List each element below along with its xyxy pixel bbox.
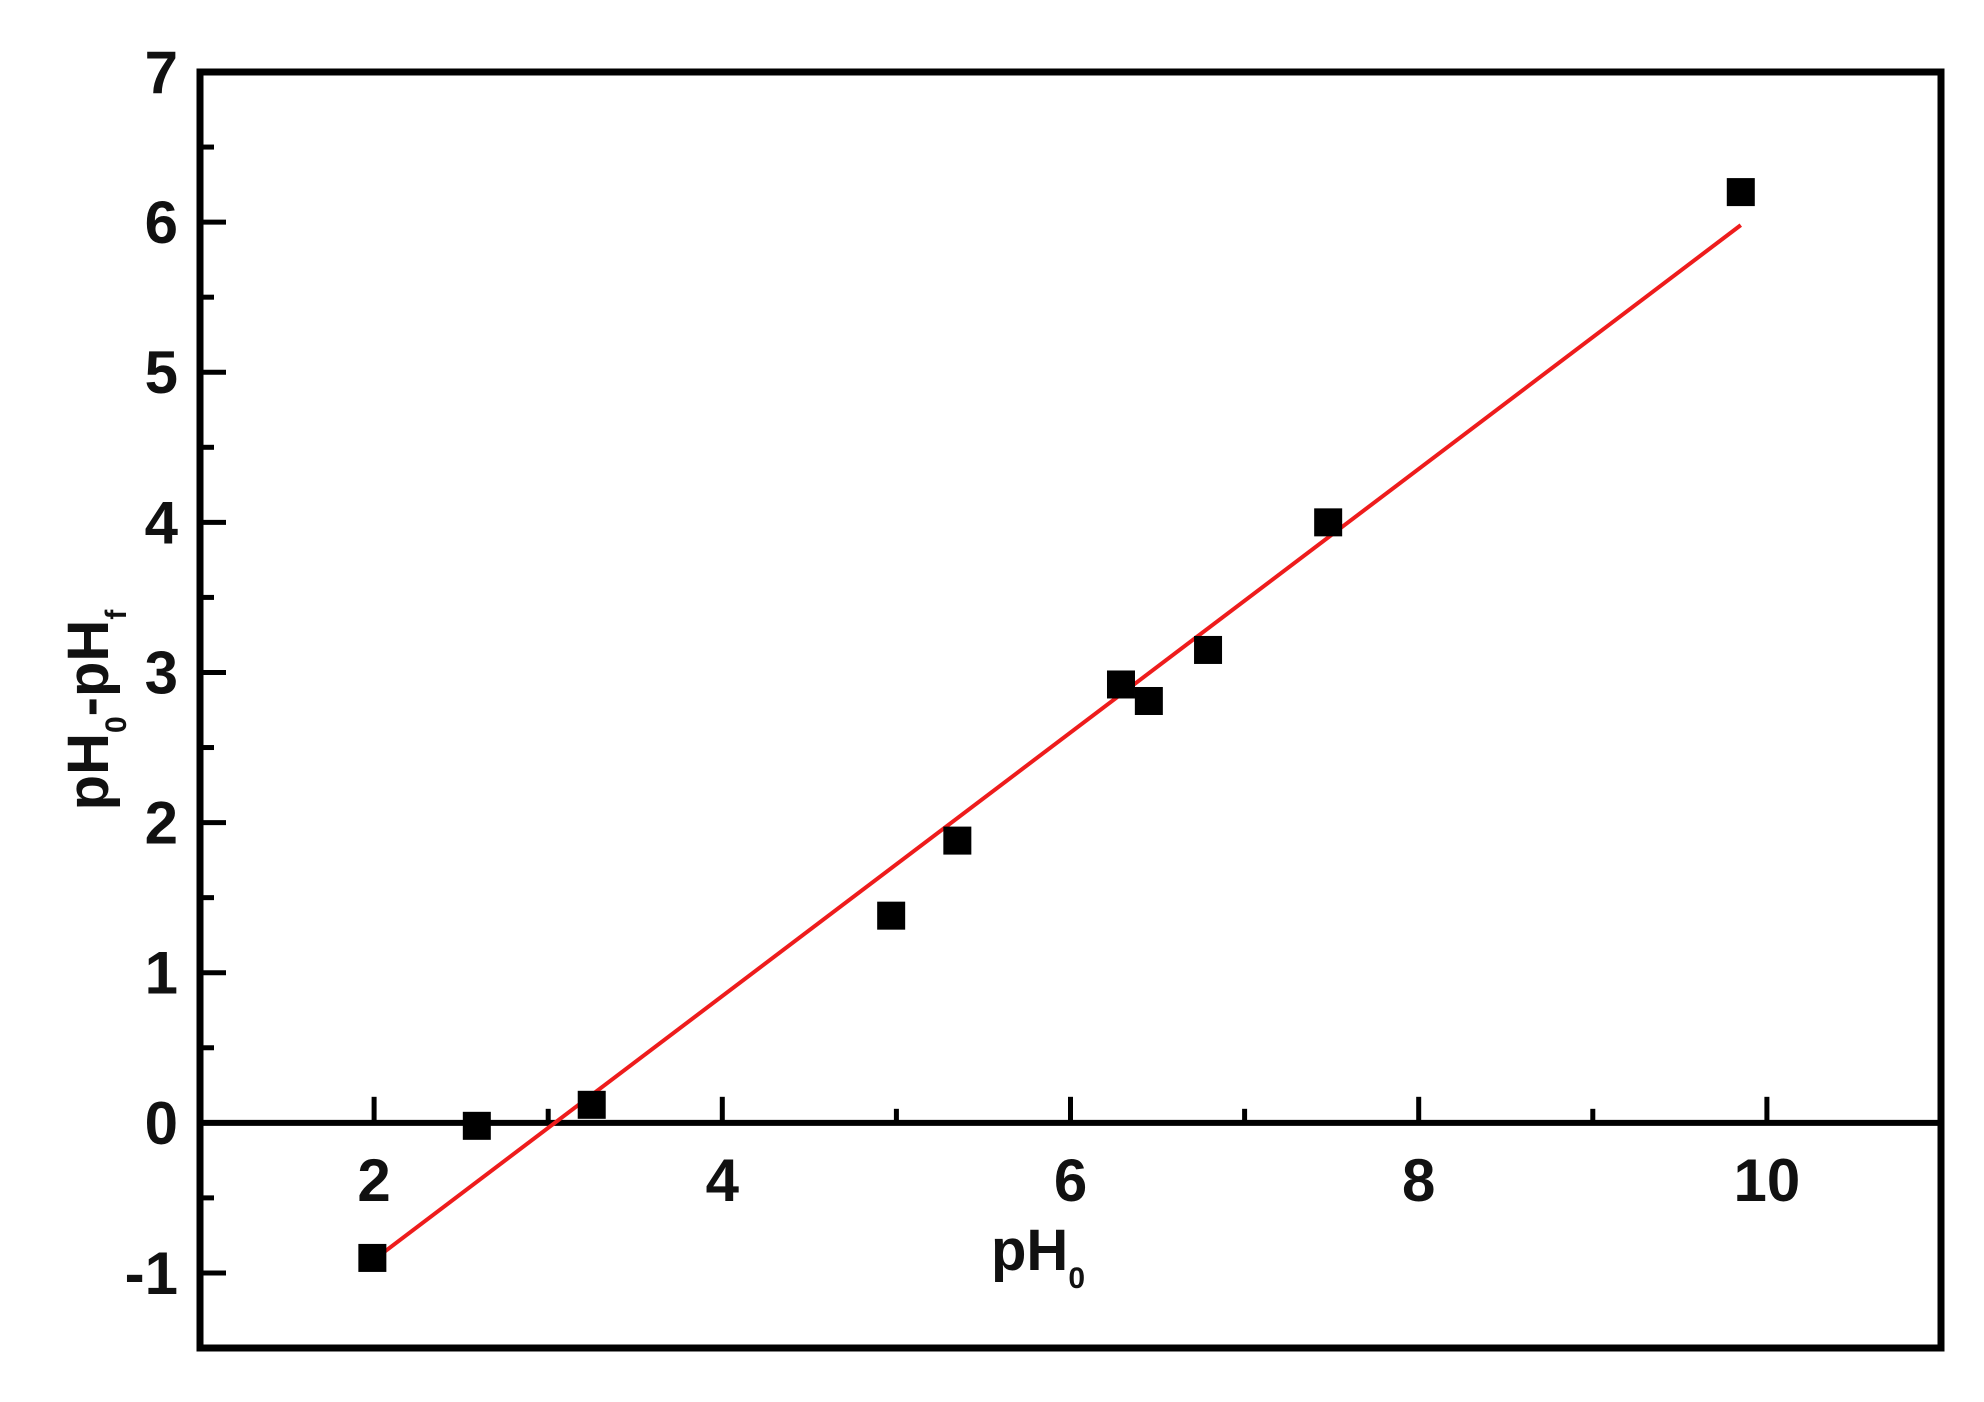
x-tick-label: 4 <box>706 1147 740 1214</box>
y-tick-label: 5 <box>145 339 178 406</box>
x-axis-title: pH0 <box>991 1218 1085 1295</box>
y-axis-title: pH0-pHf <box>56 609 133 811</box>
data-point <box>577 1090 606 1119</box>
x-tick-label: 6 <box>1054 1147 1087 1214</box>
y-tick-label: -1 <box>125 1240 178 1307</box>
tick-layer <box>200 69 1770 1351</box>
y-tick-labels: -1 0 1 2 3 4 5 6 7 <box>125 39 179 1307</box>
data-point <box>877 901 906 930</box>
data-point <box>1194 635 1223 664</box>
x-tick-label: 8 <box>1402 1147 1435 1214</box>
data-point <box>1134 686 1163 715</box>
plot-frame <box>196 68 1945 1352</box>
data-point <box>358 1243 387 1272</box>
y-tick-label: 3 <box>145 639 178 706</box>
data-point <box>1726 178 1755 207</box>
y-tick-label: 4 <box>145 489 179 556</box>
y-tick-label: 0 <box>145 1090 178 1157</box>
data-point <box>1314 508 1343 537</box>
x-tick-labels: 2 4 6 8 10 <box>357 1147 1800 1214</box>
y-axis-title-sub1: 0 <box>100 716 133 733</box>
y-tick-label: 7 <box>145 39 178 106</box>
fit-line <box>371 223 1742 1263</box>
fit-line-layer <box>371 223 1742 1263</box>
y-tick-label: 2 <box>145 790 178 857</box>
data-point <box>1106 670 1135 699</box>
x-tick-label: 10 <box>1734 1147 1801 1214</box>
x-axis-title-subscript: 0 <box>1068 1262 1085 1295</box>
y-axis-title-sub2: f <box>100 609 133 620</box>
data-points <box>358 178 1755 1272</box>
y-axis-title-part1: pH <box>56 733 121 810</box>
x-axis-title-main: pH <box>991 1218 1068 1283</box>
x-tick-label: 2 <box>357 1147 390 1214</box>
data-point <box>462 1111 491 1140</box>
y-axis-title-part2: -pH <box>56 620 121 717</box>
y-tick-label: 6 <box>145 189 178 256</box>
data-point <box>943 826 972 855</box>
y-tick-label: 1 <box>145 940 178 1007</box>
